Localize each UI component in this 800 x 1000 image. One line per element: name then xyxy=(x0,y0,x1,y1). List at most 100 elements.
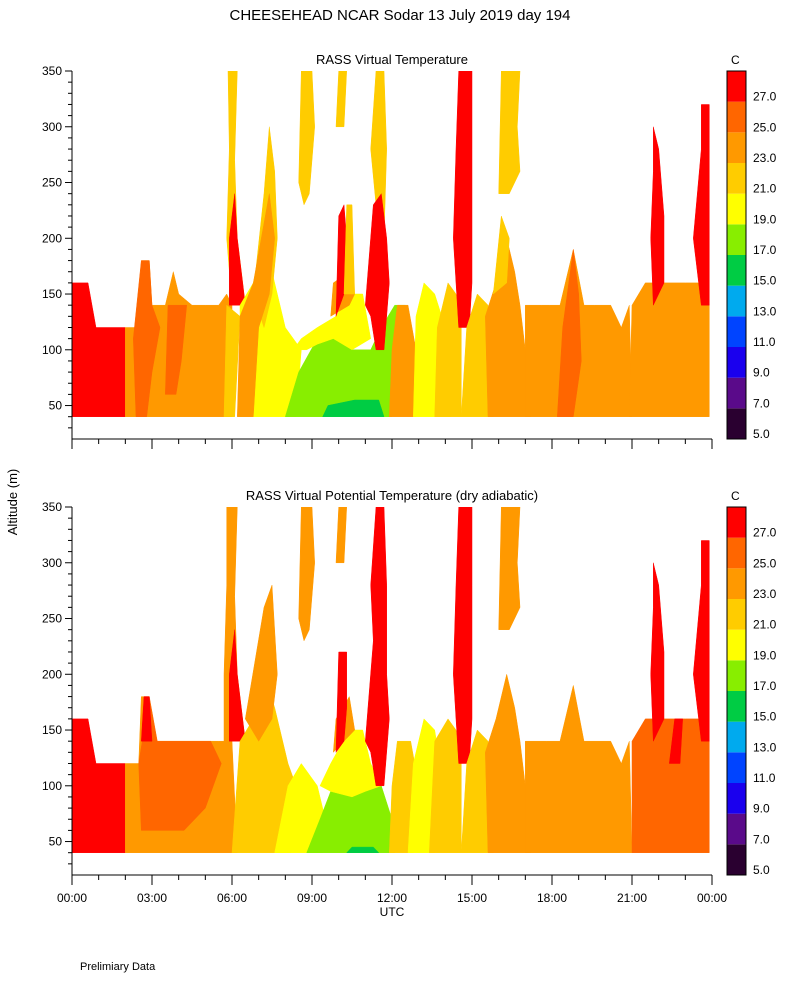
x-tick-label: 00:00 xyxy=(57,891,87,905)
contour-27.0 xyxy=(72,718,126,853)
contour-27.0 xyxy=(365,193,390,351)
colorbar-swatch xyxy=(727,568,746,599)
contour-27.0 xyxy=(693,104,710,306)
colorbar-label: 7.0 xyxy=(753,396,770,410)
x-tick-label: 18:00 xyxy=(537,891,567,905)
colorbar-label: 9.0 xyxy=(753,802,770,816)
contour-21.0 xyxy=(498,71,521,194)
contour-27.0 xyxy=(669,718,683,764)
colorbar-label: 25.0 xyxy=(753,120,777,134)
contour-25.0 xyxy=(631,718,710,853)
contour-23.0 xyxy=(485,238,531,417)
contour-25.0 xyxy=(133,260,161,417)
x-tick-label: 21:00 xyxy=(617,891,647,905)
colorbar-swatch xyxy=(727,377,746,409)
colorbar-swatch xyxy=(727,629,746,661)
contour-23.0 xyxy=(485,674,531,853)
x-tick-label: 06:00 xyxy=(217,891,247,905)
panel-2: RASS Virtual Potential Temperature (dry … xyxy=(42,488,777,919)
x-tick-label: 15:00 xyxy=(457,891,487,905)
contour-27.0 xyxy=(453,71,473,328)
contour-27.0 xyxy=(335,651,347,754)
y-tick-label: 350 xyxy=(42,500,62,514)
contour-23.0 xyxy=(237,193,275,417)
contour-21.0 xyxy=(492,215,510,295)
colorbar-label: 17.0 xyxy=(753,243,777,257)
colorbar-swatch xyxy=(727,660,746,691)
colorbar-label: 21.0 xyxy=(753,182,777,196)
colorbar-label: 15.0 xyxy=(753,710,777,724)
panel-title: RASS Virtual Temperature xyxy=(316,52,468,67)
contour-19.0 xyxy=(292,293,371,351)
y-tick-label: 200 xyxy=(42,667,62,681)
colorbar: C 5.0 7.0 9.0 11.0 13.0 15.0 17.0 19.0 21.0 23.0 25… xyxy=(726,489,777,877)
colorbar-swatch xyxy=(727,316,746,347)
colorbar-unit: C xyxy=(731,53,740,67)
contour-27.0 xyxy=(365,507,390,787)
panel-1: RASS Virtual Temperature 50 100 150 200 250 30… xyxy=(42,52,777,449)
colorbar-label: 13.0 xyxy=(753,304,777,318)
contour-27.0 xyxy=(693,540,710,742)
colorbar-swatch xyxy=(727,71,746,102)
y-tick-label: 50 xyxy=(49,399,63,413)
colorbar-swatch xyxy=(727,721,746,753)
colorbar-swatch xyxy=(727,224,746,255)
colorbar-label: 13.0 xyxy=(753,740,777,754)
colorbar-swatch xyxy=(727,132,746,163)
y-tick-label: 300 xyxy=(42,556,62,570)
colorbar-label: 9.0 xyxy=(753,366,770,380)
colorbar-swatch xyxy=(727,844,746,875)
colorbar-label: 11.0 xyxy=(753,335,776,349)
colorbar-label: 19.0 xyxy=(753,648,777,662)
colorbar-label: 23.0 xyxy=(753,587,777,601)
contour-27.0 xyxy=(141,696,153,742)
y-tick-label: 300 xyxy=(42,120,62,134)
contour-27.0 xyxy=(453,507,473,764)
y-axis-label: Altitude (m) xyxy=(5,469,20,535)
colorbar-label: 17.0 xyxy=(753,679,777,693)
colorbar-label: 11.0 xyxy=(753,771,776,785)
y-tick-label: 150 xyxy=(42,723,62,737)
colorbar-label: 15.0 xyxy=(753,274,777,288)
y-tick-label: 200 xyxy=(42,231,62,245)
y-tick-label: 350 xyxy=(42,64,62,78)
y-tick-label: 150 xyxy=(42,287,62,301)
contour-21.0 xyxy=(343,204,355,295)
y-tick-label: 100 xyxy=(42,343,62,357)
colorbar-label: 5.0 xyxy=(753,427,770,441)
x-tick-label: 03:00 xyxy=(137,891,167,905)
y-tick-label: 50 xyxy=(49,835,63,849)
colorbar-swatch xyxy=(727,507,746,538)
contour-25.0 xyxy=(557,249,582,417)
colorbar-label: 21.0 xyxy=(753,618,777,632)
contour-27.0 xyxy=(650,126,665,306)
colorbar-swatch xyxy=(727,255,746,286)
x-tick-label: 12:00 xyxy=(377,891,407,905)
colorbar-swatch xyxy=(727,285,746,317)
colorbar-label: 23.0 xyxy=(753,151,777,165)
panels-group: RASS Virtual Temperature 50 100 150 200 250 30… xyxy=(42,52,777,919)
colorbar-swatch xyxy=(727,408,746,439)
colorbar-swatch xyxy=(727,537,746,569)
contour-27.0 xyxy=(72,282,126,417)
y-tick-label: 250 xyxy=(42,612,62,626)
colorbar-swatch xyxy=(727,101,746,133)
contour-15.0 xyxy=(346,846,380,853)
colorbar-label: 27.0 xyxy=(753,90,777,104)
contour-23.0 xyxy=(498,507,521,630)
colorbar-label: 19.0 xyxy=(753,212,777,226)
colorbar-swatch xyxy=(727,193,746,225)
colorbar-swatch xyxy=(727,163,746,194)
panel-title: RASS Virtual Potential Temperature (dry … xyxy=(246,488,538,503)
colorbar-label: 5.0 xyxy=(753,863,770,877)
colorbar-unit: C xyxy=(731,489,740,503)
contour-27.0 xyxy=(650,562,665,742)
figure-title: CHEESEHEAD NCAR Sodar 13 July 2019 day 1… xyxy=(229,7,570,24)
y-tick-label: 100 xyxy=(42,779,62,793)
contour-23.0 xyxy=(298,507,315,642)
colorbar-frame xyxy=(726,70,747,440)
colorbar-swatch xyxy=(727,347,746,378)
colorbar: C 5.0 7.0 9.0 11.0 13.0 15.0 17.0 19.0 21.0 23.0 25… xyxy=(726,53,777,441)
contour-21.0 xyxy=(298,71,315,206)
